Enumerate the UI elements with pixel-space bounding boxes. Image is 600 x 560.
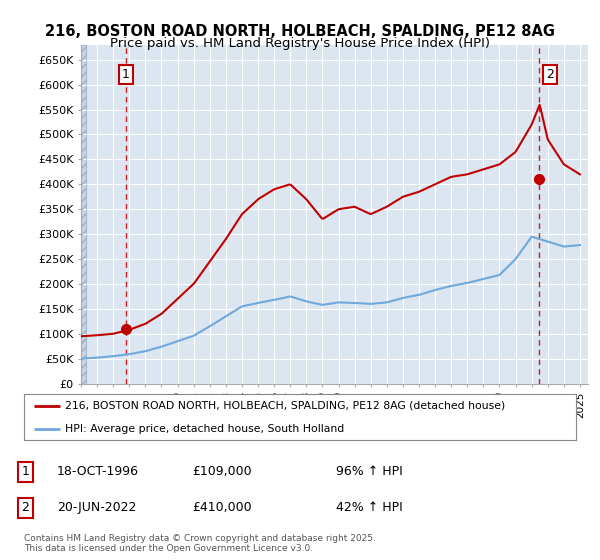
Text: 42% ↑ HPI: 42% ↑ HPI xyxy=(336,501,403,515)
Bar xyxy=(81,45,86,384)
Text: 96% ↑ HPI: 96% ↑ HPI xyxy=(336,465,403,478)
Text: 1: 1 xyxy=(122,68,130,81)
Text: 20-JUN-2022: 20-JUN-2022 xyxy=(57,501,136,515)
Text: £410,000: £410,000 xyxy=(192,501,251,515)
Text: 216, BOSTON ROAD NORTH, HOLBEACH, SPALDING, PE12 8AG (detached house): 216, BOSTON ROAD NORTH, HOLBEACH, SPALDI… xyxy=(65,400,506,410)
Text: Price paid vs. HM Land Registry's House Price Index (HPI): Price paid vs. HM Land Registry's House … xyxy=(110,37,490,50)
Text: 2: 2 xyxy=(21,501,29,515)
Text: 216, BOSTON ROAD NORTH, HOLBEACH, SPALDING, PE12 8AG: 216, BOSTON ROAD NORTH, HOLBEACH, SPALDI… xyxy=(45,24,555,39)
Text: 1: 1 xyxy=(21,465,29,478)
Text: Contains HM Land Registry data © Crown copyright and database right 2025.
This d: Contains HM Land Registry data © Crown c… xyxy=(24,534,376,553)
Text: 18-OCT-1996: 18-OCT-1996 xyxy=(57,465,139,478)
Text: 2: 2 xyxy=(546,68,554,81)
Text: HPI: Average price, detached house, South Holland: HPI: Average price, detached house, Sout… xyxy=(65,424,344,435)
Bar xyxy=(81,45,86,384)
Text: £109,000: £109,000 xyxy=(192,465,251,478)
